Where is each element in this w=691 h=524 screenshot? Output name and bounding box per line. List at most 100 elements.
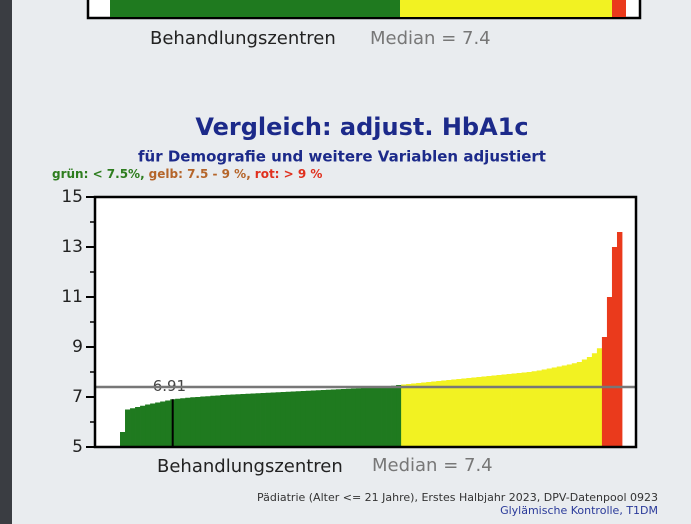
bar <box>546 368 553 447</box>
legend-entry: grün: < 7.5%, <box>52 167 145 181</box>
bar <box>220 395 226 447</box>
bar <box>421 382 427 447</box>
screen-edge <box>0 0 12 524</box>
bar <box>250 393 256 447</box>
bar <box>165 400 171 447</box>
bar <box>516 373 522 447</box>
median-label: Median = 7.4 <box>372 455 493 476</box>
bar <box>240 394 246 447</box>
bar <box>280 392 287 447</box>
bar <box>325 389 332 447</box>
bar <box>586 357 593 447</box>
bar <box>541 369 548 447</box>
bar <box>486 376 492 447</box>
bar <box>355 388 362 447</box>
bar <box>521 372 528 447</box>
bar <box>330 389 337 447</box>
y-tick-label: 13 <box>61 237 83 257</box>
bar <box>340 389 347 447</box>
bar <box>310 390 317 447</box>
bar <box>441 380 447 447</box>
bar <box>566 364 573 447</box>
bar <box>526 372 533 447</box>
bar <box>466 378 472 447</box>
bar <box>315 390 322 447</box>
bar <box>215 395 221 447</box>
bar <box>185 397 191 447</box>
bar <box>230 394 236 447</box>
bar <box>496 375 502 447</box>
bar <box>371 387 377 447</box>
chart-title: Vergleich: adjust. HbA1c <box>195 113 528 141</box>
top-yellow <box>400 0 612 17</box>
bar <box>601 337 608 447</box>
top-red <box>612 0 626 17</box>
bar <box>320 390 327 447</box>
bar <box>376 387 382 447</box>
bar <box>591 353 598 447</box>
bar <box>426 382 432 447</box>
bar <box>235 394 241 447</box>
bar <box>501 374 507 447</box>
bar <box>205 396 211 447</box>
legend-entry: rot: > 9 % <box>255 167 323 181</box>
footer-line1: Pädiatrie (Alter <= 21 Jahre), Erstes Ha… <box>257 491 658 504</box>
bar <box>391 385 397 447</box>
bar <box>481 376 487 447</box>
bar <box>436 381 442 447</box>
bar <box>456 379 462 447</box>
bar <box>195 397 201 447</box>
bar <box>446 380 452 447</box>
bar <box>225 394 231 447</box>
bar <box>551 367 558 447</box>
bar <box>365 387 372 447</box>
bar <box>611 247 618 447</box>
bar <box>135 407 141 447</box>
bar <box>491 375 497 447</box>
bar <box>396 385 402 447</box>
bar <box>576 362 583 447</box>
x-axis-label: Behandlungszentren <box>157 456 343 477</box>
bar <box>416 383 422 447</box>
legend-entry: gelb: 7.5 - 9 %, <box>149 167 251 181</box>
bar <box>596 348 603 447</box>
bar <box>431 381 437 447</box>
bar <box>345 388 352 447</box>
bar <box>300 391 307 447</box>
bar <box>175 398 181 447</box>
bar <box>581 359 588 447</box>
bar <box>145 404 151 447</box>
bar <box>305 390 312 447</box>
bar <box>125 409 131 447</box>
bar <box>265 392 271 447</box>
bar <box>561 365 568 447</box>
bar <box>606 297 613 447</box>
bar <box>350 388 357 447</box>
y-tick-label: 5 <box>72 437 83 457</box>
bar <box>200 396 206 447</box>
bar <box>360 388 367 447</box>
bar <box>270 392 277 447</box>
bar <box>275 392 282 447</box>
bar <box>476 377 482 447</box>
y-tick-label: 11 <box>61 287 83 307</box>
top-x-label: Behandlungszentren <box>150 28 336 49</box>
bar <box>511 373 517 447</box>
bar <box>406 384 412 447</box>
bar <box>471 377 477 447</box>
bar <box>506 374 512 447</box>
bar <box>616 232 623 447</box>
bar <box>160 401 166 447</box>
bar <box>140 405 146 447</box>
y-tick-label: 7 <box>72 387 83 407</box>
bar <box>556 366 563 447</box>
footer-line2: Glylämische Kontrolle, T1DM <box>500 504 658 517</box>
bar <box>451 379 457 447</box>
bar <box>536 370 543 447</box>
bar <box>335 389 342 447</box>
bar <box>290 391 297 447</box>
bar <box>401 384 407 447</box>
bar <box>120 432 126 447</box>
bar <box>245 393 251 447</box>
y-tick-label: 9 <box>72 337 83 357</box>
